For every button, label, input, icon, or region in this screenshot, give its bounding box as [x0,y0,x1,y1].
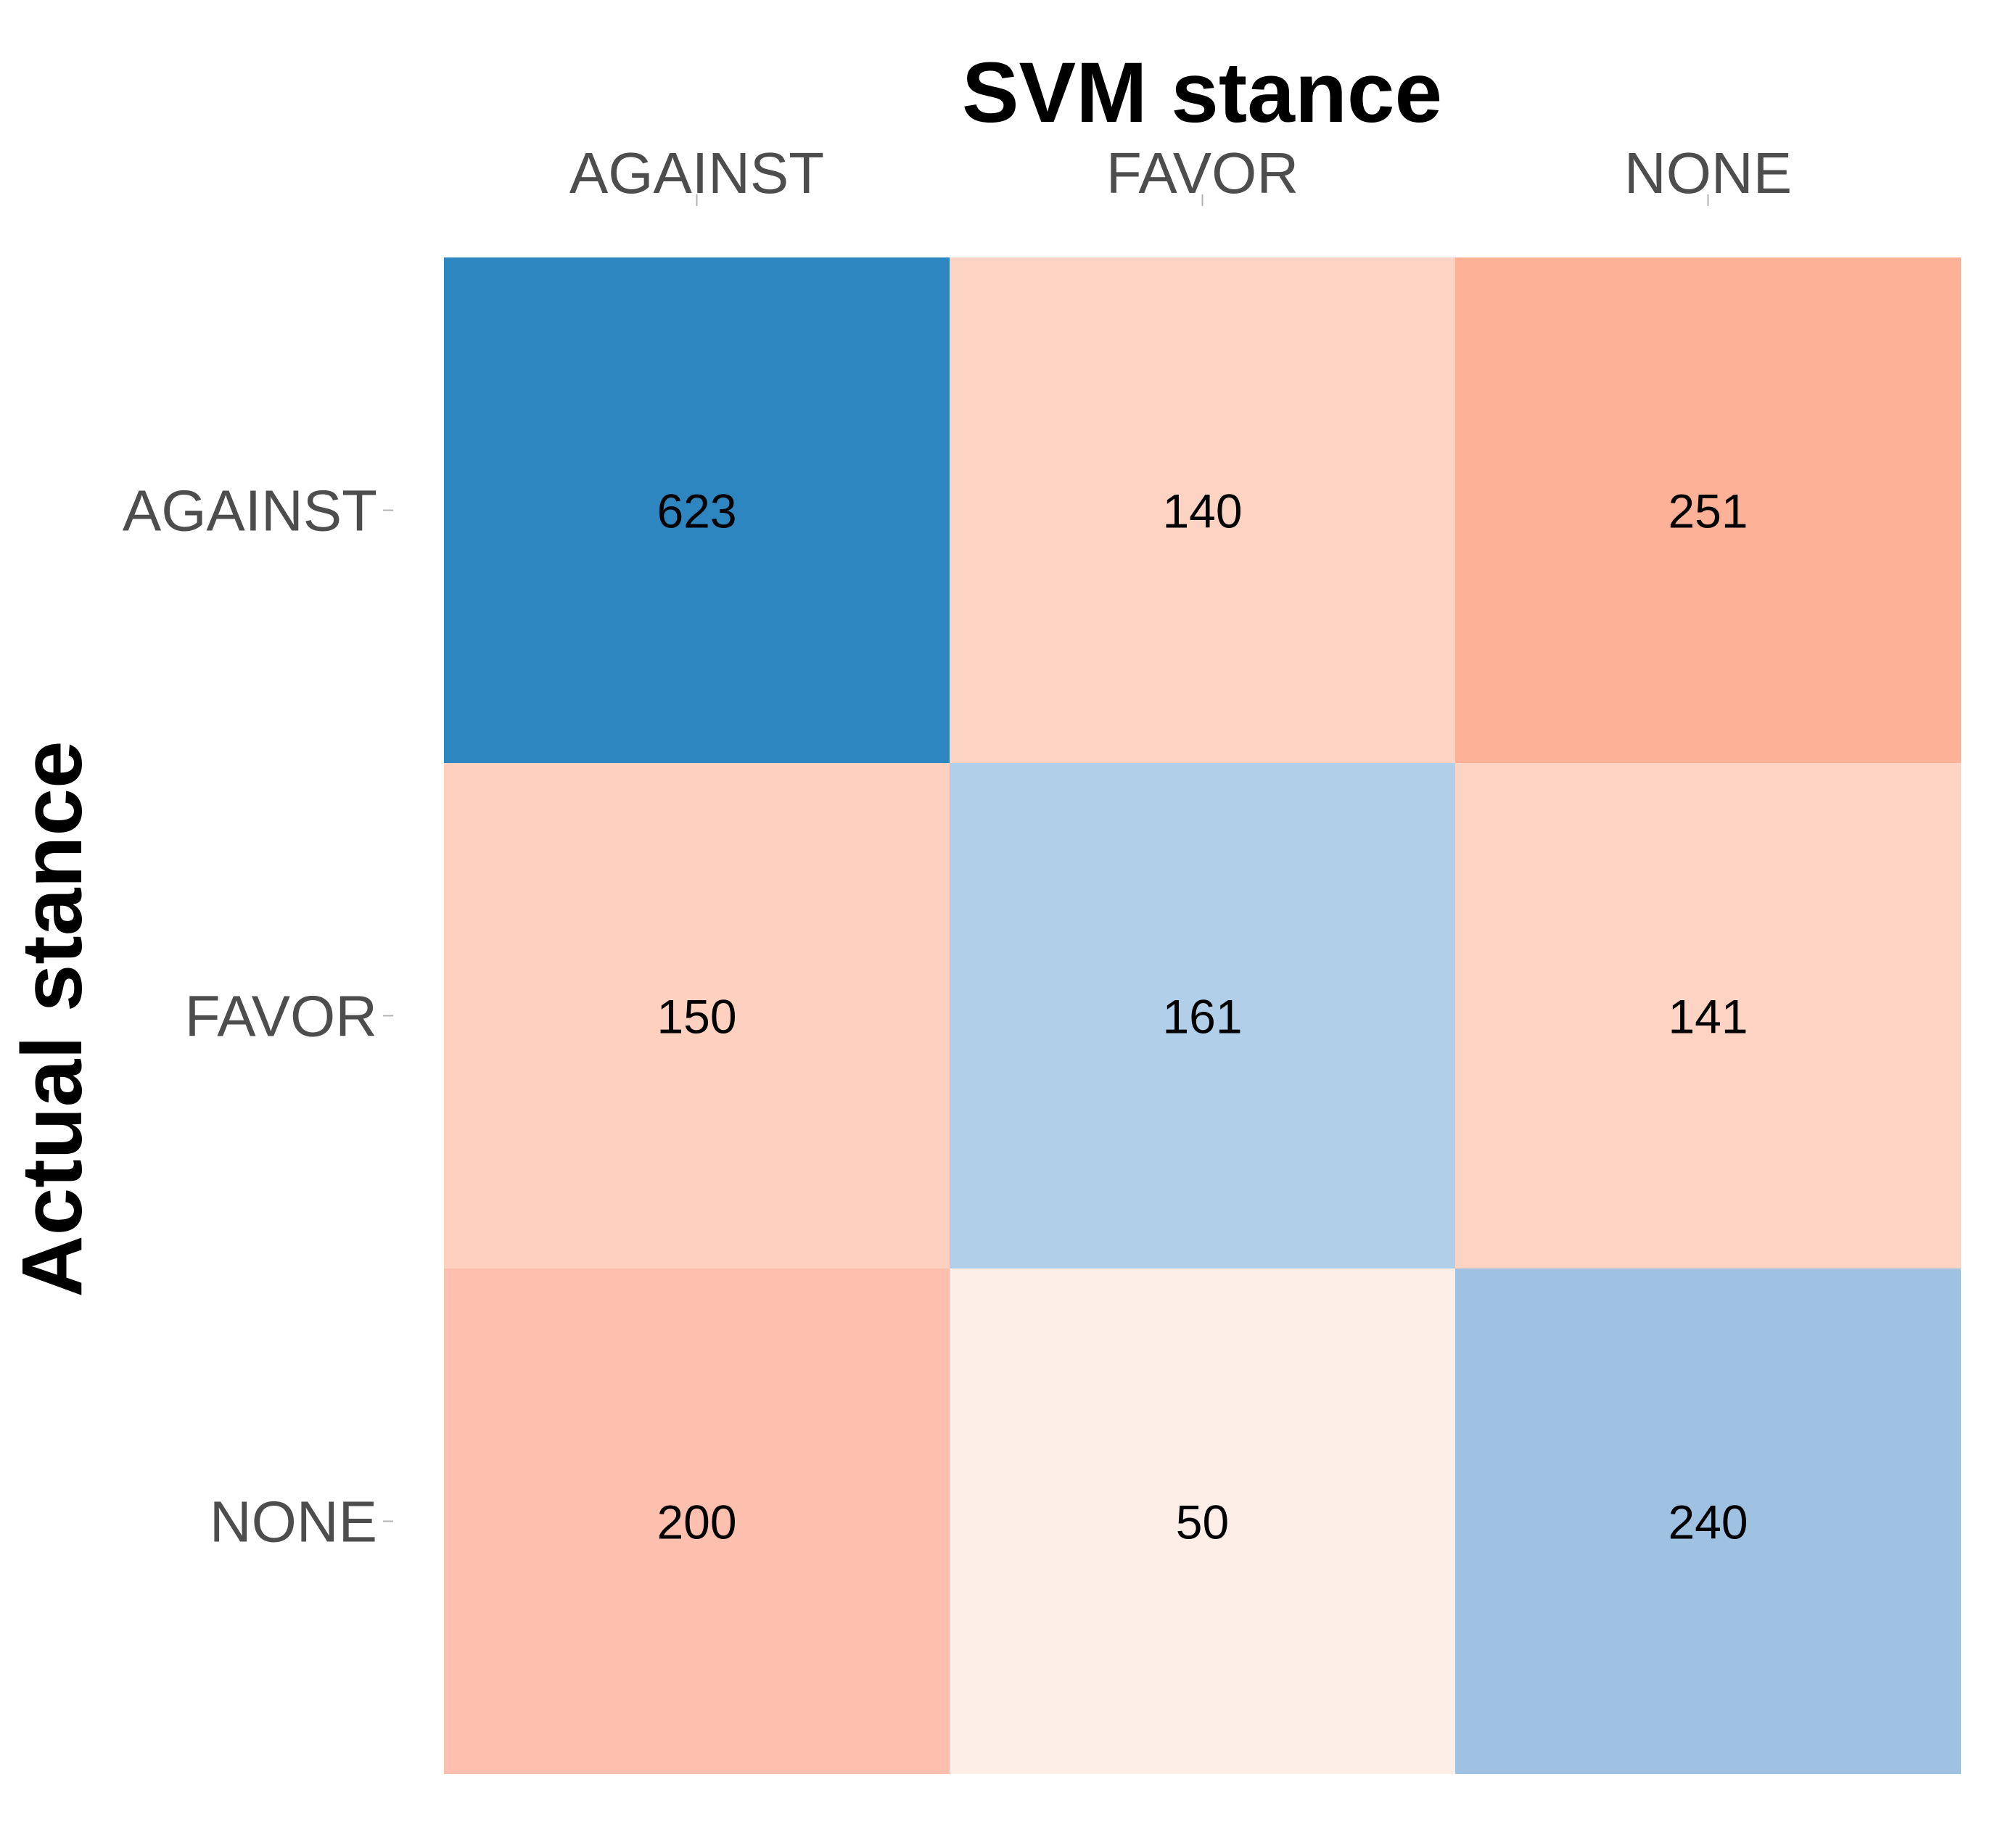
heatmap-cell-none-none [1455,1269,1961,1774]
heatmap-cell-against-none [1455,257,1961,763]
cell-value-label: 150 [657,990,736,1044]
cells-layer [444,257,1961,1774]
heatmap-cell-none-against [444,1269,950,1774]
heatmap-cell-favor-favor [950,763,1455,1269]
cell-value-label: 161 [1162,990,1242,1044]
cell-value-label: 200 [657,1496,736,1549]
heatmap-cell-none-favor [950,1269,1455,1774]
x-tick-label-none: NONE [1624,141,1792,205]
y-tick-label-favor: FAVOR [185,984,377,1049]
heatmap-cell-against-favor [950,257,1455,763]
cell-value-label: 141 [1668,990,1748,1044]
heatmap-cell-favor-against [444,763,950,1269]
labels-layer: 623 140 251 150 161 141 200 50 240 AGAINST FAVOR NO… [123,141,1792,1554]
cell-value-label: 140 [1162,484,1242,538]
y-tick-label-against: AGAINST [123,479,377,543]
cell-value-label: 240 [1668,1496,1748,1549]
x-tick-label-against: AGAINST [569,141,824,205]
heatmap-cell-against-against [444,257,950,763]
x-tick-label-favor: FAVOR [1106,141,1299,205]
y-tick-label-none: NONE [210,1490,377,1554]
y-axis-title: Actual stance [4,741,100,1297]
cell-value-label: 50 [1176,1496,1229,1549]
ticks-layer [383,194,1709,1522]
x-axis-title: SVM stance [962,45,1442,141]
heatmap-cell-favor-none [1455,763,1961,1269]
cell-value-label: 251 [1668,484,1748,538]
cell-value-label: 623 [657,484,736,538]
